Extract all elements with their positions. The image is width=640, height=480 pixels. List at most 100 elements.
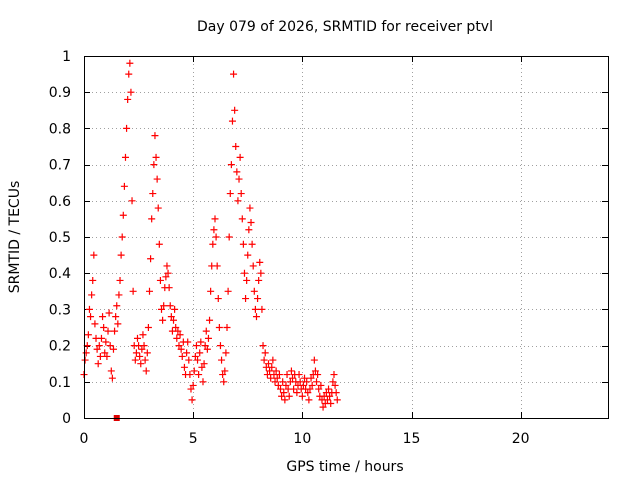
data-point xyxy=(315,385,323,393)
data-point xyxy=(93,345,101,353)
data-point xyxy=(209,240,217,248)
data-point xyxy=(132,349,140,357)
data-point xyxy=(149,190,157,198)
data-point xyxy=(250,287,258,295)
data-point xyxy=(138,345,146,353)
y-tick-label: 0.7 xyxy=(49,158,71,174)
y-tick-label: 0.4 xyxy=(49,266,71,282)
data-point xyxy=(308,381,316,389)
data-point xyxy=(171,305,179,313)
data-point xyxy=(231,106,239,114)
data-point xyxy=(273,374,281,382)
data-point xyxy=(317,381,325,389)
data-point xyxy=(117,251,125,259)
data-point xyxy=(167,313,175,321)
data-point xyxy=(203,345,211,353)
data-point xyxy=(228,117,236,125)
data-point xyxy=(91,320,99,328)
data-point xyxy=(289,374,297,382)
data-point xyxy=(162,273,170,281)
data-point xyxy=(285,392,293,400)
data-point xyxy=(84,331,92,339)
data-point xyxy=(103,352,111,360)
x-tick-label: 15 xyxy=(403,431,421,447)
data-point xyxy=(200,360,208,368)
data-point xyxy=(190,367,198,375)
data-point xyxy=(207,287,215,295)
data-point xyxy=(290,385,298,393)
data-point xyxy=(195,371,203,379)
data-point xyxy=(136,352,144,360)
data-point xyxy=(258,305,266,313)
grid-lines xyxy=(84,56,608,418)
data-point xyxy=(259,342,267,350)
data-point xyxy=(115,291,123,299)
data-point xyxy=(82,349,90,357)
x-tick-label: 0 xyxy=(80,431,89,447)
data-point xyxy=(256,258,264,266)
data-point xyxy=(124,95,132,103)
data-point xyxy=(224,287,232,295)
data-point xyxy=(233,168,241,176)
data-point xyxy=(185,356,193,364)
data-point xyxy=(166,302,174,310)
data-point xyxy=(186,371,194,379)
data-point xyxy=(307,374,315,382)
data-point xyxy=(101,349,109,357)
y-tick-label: 0.1 xyxy=(49,375,71,391)
data-point xyxy=(298,392,306,400)
data-point xyxy=(252,313,260,321)
data-point xyxy=(104,327,112,335)
data-point xyxy=(199,378,207,386)
data-point xyxy=(202,327,210,335)
data-point xyxy=(263,371,271,379)
data-point xyxy=(325,385,333,393)
data-point xyxy=(331,381,339,389)
y-tick-label: 0.5 xyxy=(49,230,71,246)
data-point xyxy=(152,153,160,161)
data-point xyxy=(246,204,254,212)
data-point xyxy=(129,287,137,295)
data-point xyxy=(148,215,156,223)
data-point xyxy=(232,143,240,150)
data-point xyxy=(198,363,206,371)
data-point xyxy=(255,276,263,284)
data-point xyxy=(313,378,321,386)
chart-title: Day 079 of 2026, SRMTID for receiver ptv… xyxy=(197,19,493,35)
data-point xyxy=(254,295,262,303)
data-point xyxy=(236,153,244,161)
data-point xyxy=(266,367,274,375)
data-point xyxy=(184,338,192,346)
data-point xyxy=(283,371,291,379)
data-point xyxy=(214,295,222,303)
data-point xyxy=(230,70,238,78)
data-point xyxy=(279,378,287,386)
data-point xyxy=(90,251,98,259)
tick-labels: 00.10.20.30.40.50.60.70.80.910 5 10 15 20 xyxy=(49,49,530,447)
y-tick-label: 0.8 xyxy=(49,121,71,137)
data-point xyxy=(196,349,204,357)
y-tick-label: 0 xyxy=(62,411,71,427)
data-point xyxy=(234,197,242,205)
data-point xyxy=(257,269,265,277)
data-point xyxy=(194,356,202,364)
data-point xyxy=(89,276,97,284)
data-point xyxy=(177,345,185,353)
data-point xyxy=(174,327,182,335)
data-point xyxy=(188,396,196,404)
data-point xyxy=(142,367,150,375)
data-point xyxy=(127,88,135,96)
data-point xyxy=(123,124,131,132)
data-point xyxy=(314,371,322,379)
data-point xyxy=(319,403,327,411)
data-point xyxy=(172,324,180,331)
data-point xyxy=(175,342,183,350)
data-point xyxy=(143,349,151,357)
x-tick-label: 10 xyxy=(293,431,311,447)
data-point xyxy=(218,356,226,364)
data-point xyxy=(237,190,245,198)
data-point xyxy=(125,70,133,78)
data-point xyxy=(215,324,223,331)
data-point xyxy=(211,215,219,223)
data-point xyxy=(94,360,102,368)
